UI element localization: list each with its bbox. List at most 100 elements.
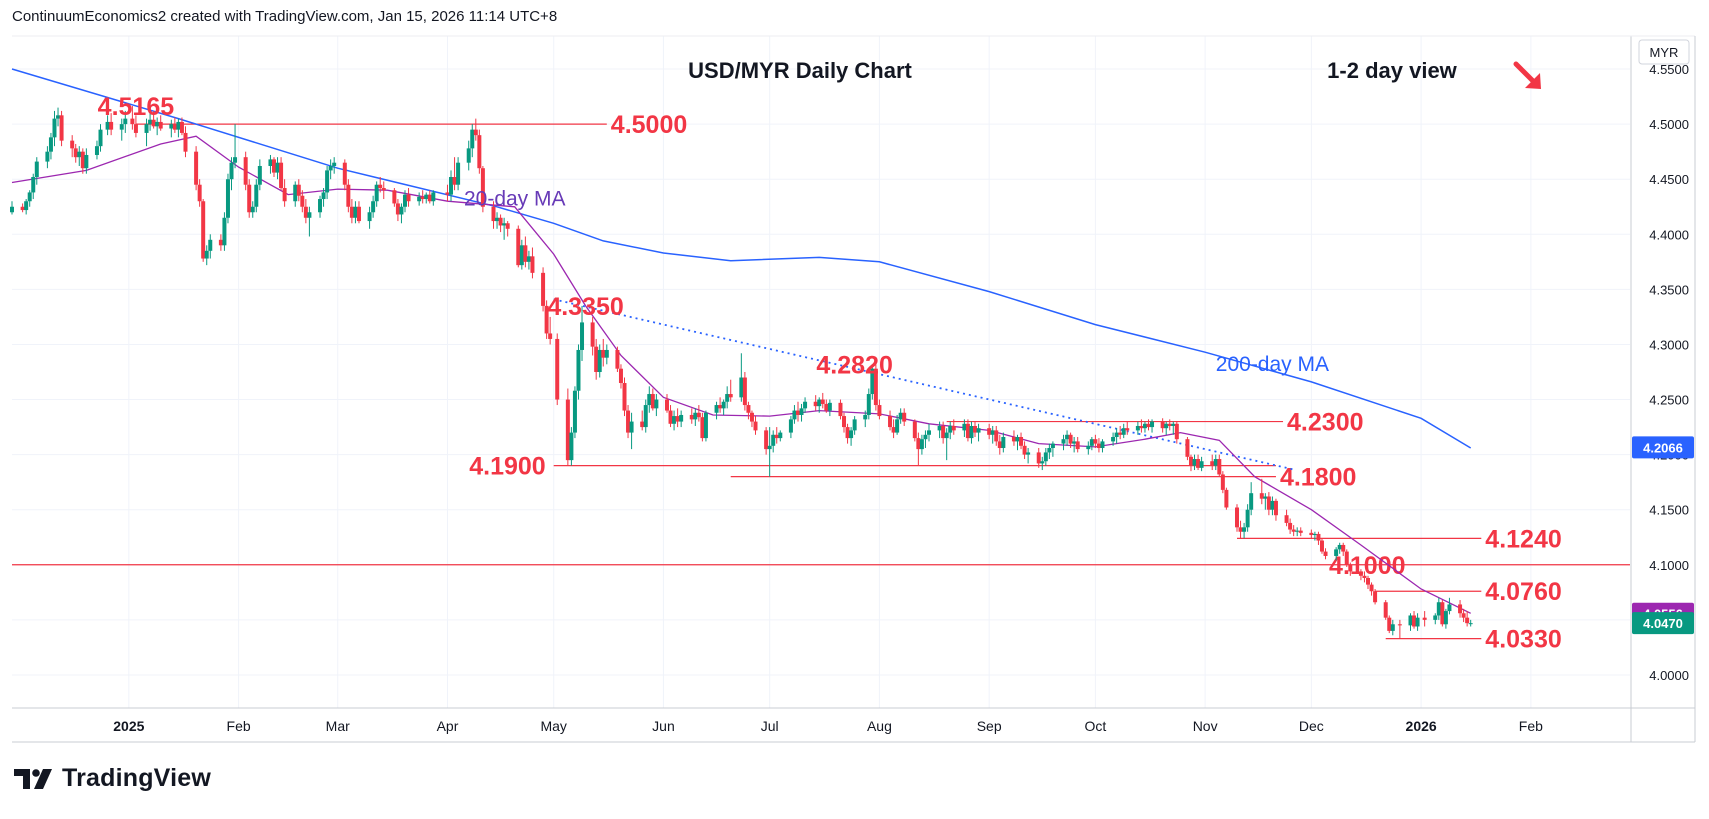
candle-2025-03-07[interactable]: [356, 201, 361, 224]
candle-2025-12-03[interactable]: [1316, 531, 1321, 545]
candle-2025-05-16[interactable]: [604, 344, 609, 365]
candle-2025-08-07[interactable]: [898, 408, 903, 424]
candle-2025-05-12[interactable]: [590, 316, 595, 356]
candle-2025-05-07[interactable]: [572, 386, 577, 439]
candle-2025-10-21[interactable]: [1164, 421, 1169, 435]
candle-2025-04-21[interactable]: [516, 225, 521, 268]
candle-2025-04-25[interactable]: [530, 247, 535, 279]
candle-2025-03-21[interactable]: [406, 188, 411, 207]
candle-2025-09-25[interactable]: [1072, 436, 1077, 453]
ma20-line[interactable]: [11, 135, 1471, 614]
candle-2025-05-09[interactable]: [580, 305, 585, 361]
candle-2025-12-23[interactable]: [1387, 615, 1392, 634]
candle-2025-12-24[interactable]: [1390, 619, 1395, 636]
candle-2025-06-02[interactable]: [664, 394, 669, 413]
candle-2024-12-12[interactable]: [56, 107, 61, 127]
candle-2025-09-17[interactable]: [1043, 448, 1048, 466]
candle-2025-09-09[interactable]: [1015, 434, 1020, 451]
candle-2025-09-12[interactable]: [1026, 448, 1031, 464]
candle-2025-12-02[interactable]: [1312, 531, 1317, 541]
candle-2024-12-03[interactable]: [24, 199, 29, 215]
candle-2025-11-11[interactable]: [1238, 520, 1243, 539]
candle-2026-01-02[interactable]: [1422, 611, 1427, 627]
candle-2025-02-25[interactable]: [321, 188, 326, 207]
price-chart[interactable]: 4.5000 4.1900 4.2300 4.1800 4.1240 4.1000 4.07…: [0, 0, 1709, 760]
candle-2025-03-10[interactable]: [367, 206, 372, 229]
candle-2025-12-29[interactable]: [1408, 613, 1413, 631]
candle-2025-05-30[interactable]: [654, 394, 659, 417]
candle-2025-09-08[interactable]: [1011, 430, 1016, 446]
candle-2025-08-22[interactable]: [951, 419, 956, 435]
candle-2025-09-05[interactable]: [1001, 432, 1006, 453]
candle-2025-05-15[interactable]: [601, 338, 606, 367]
symbol-badge[interactable]: [1638, 39, 1690, 65]
candle-2025-03-25[interactable]: [420, 190, 425, 204]
candle-2025-08-25[interactable]: [962, 419, 967, 437]
candle-2025-07-30[interactable]: [870, 364, 875, 400]
candle-2025-10-28[interactable]: [1188, 454, 1193, 472]
candle-2025-08-26[interactable]: [965, 419, 970, 442]
candle-2025-10-06[interactable]: [1111, 432, 1116, 446]
candle-2024-12-23[interactable]: [94, 140, 99, 160]
candle-2025-01-27[interactable]: [218, 234, 223, 251]
candle-2025-05-02[interactable]: [555, 333, 560, 406]
candle-2025-07-04[interactable]: [778, 430, 783, 442]
candle-2025-02-04[interactable]: [247, 179, 252, 218]
candle-2025-04-04[interactable]: [456, 157, 461, 191]
candle-2025-06-13[interactable]: [703, 410, 708, 442]
candle-2025-07-09[interactable]: [795, 401, 800, 422]
candle-2025-04-18[interactable]: [505, 221, 510, 237]
candle-2025-06-10[interactable]: [693, 408, 698, 426]
candle-2025-10-10[interactable]: [1125, 421, 1130, 435]
candle-2025-11-28[interactable]: [1298, 527, 1303, 537]
candle-2025-01-15[interactable]: [176, 118, 181, 138]
candle-2025-06-12[interactable]: [700, 412, 705, 442]
candle-2025-02-26[interactable]: [325, 165, 330, 200]
candle-2025-02-20[interactable]: [303, 199, 308, 224]
candle-2025-04-09[interactable]: [473, 118, 478, 141]
candle-2025-03-13[interactable]: [378, 177, 383, 193]
candle-2026-01-12[interactable]: [1458, 600, 1463, 618]
candle-2025-07-02[interactable]: [771, 430, 776, 453]
candle-2025-01-28[interactable]: [222, 212, 227, 251]
candle-2024-12-24[interactable]: [98, 124, 103, 152]
candle-2025-02-06[interactable]: [254, 179, 259, 213]
candle-2026-01-13[interactable]: [1461, 608, 1466, 623]
candle-2025-02-07[interactable]: [257, 159, 262, 191]
candle-2025-04-30[interactable]: [548, 316, 553, 345]
candle-2025-12-19[interactable]: [1373, 589, 1378, 605]
candle-2025-09-19[interactable]: [1050, 441, 1055, 457]
candle-2025-12-10[interactable]: [1341, 542, 1346, 556]
candle-2025-03-17[interactable]: [392, 188, 397, 207]
candle-2025-10-02[interactable]: [1096, 438, 1101, 453]
candle-2025-01-03[interactable]: [133, 115, 138, 138]
candle-2025-08-29[interactable]: [976, 423, 981, 442]
candle-2025-03-20[interactable]: [402, 190, 407, 213]
candle-2025-12-26[interactable]: [1397, 619, 1402, 639]
candle-2025-05-26[interactable]: [640, 410, 645, 431]
candle-2025-01-23[interactable]: [204, 245, 209, 266]
candle-2025-08-15[interactable]: [926, 423, 931, 442]
candle-2025-12-15[interactable]: [1358, 569, 1363, 581]
candle-2025-06-19[interactable]: [725, 386, 730, 409]
candle-2025-01-17[interactable]: [183, 126, 188, 158]
candle-2025-11-24[interactable]: [1284, 509, 1289, 527]
candle-2025-04-28[interactable]: [541, 267, 546, 312]
candle-2025-02-24[interactable]: [318, 195, 323, 218]
candle-2025-02-21[interactable]: [307, 206, 312, 237]
candle-2025-06-27[interactable]: [753, 416, 758, 435]
candle-2025-04-16[interactable]: [498, 214, 503, 233]
candle-2025-03-27[interactable]: [427, 190, 432, 204]
candle-2024-12-16[interactable]: [70, 135, 75, 158]
candle-2025-01-09[interactable]: [155, 117, 160, 136]
candle-2025-12-17[interactable]: [1366, 575, 1371, 590]
candle-2025-03-11[interactable]: [371, 195, 376, 218]
candle-2025-11-20[interactable]: [1270, 496, 1275, 516]
candle-2025-08-20[interactable]: [944, 428, 949, 461]
candle-2025-08-28[interactable]: [973, 421, 978, 437]
candle-2025-01-22[interactable]: [201, 199, 206, 262]
candle-2025-09-10[interactable]: [1019, 432, 1024, 450]
candle-2025-01-08[interactable]: [151, 110, 156, 129]
candle-2025-02-17[interactable]: [293, 181, 298, 207]
candle-2025-01-10[interactable]: [158, 115, 163, 131]
